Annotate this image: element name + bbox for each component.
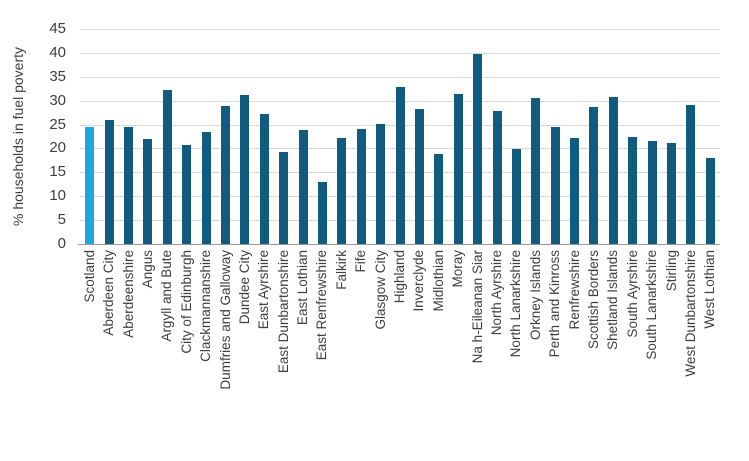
bar-stirling [667, 143, 676, 244]
bar-east-renfrewshire [317, 181, 327, 244]
bar-scotland [85, 127, 95, 244]
y-tick-label: 30 [49, 91, 66, 109]
x-tick-label-west-lothian: West Lothian [702, 250, 718, 329]
gridline [80, 52, 720, 54]
bar-na-h-eileanan-siar [473, 54, 483, 244]
bar-moray [453, 94, 463, 244]
x-tick-label-scottish-borders: Scottish Borders [585, 250, 601, 350]
x-tick-label-city-of-edinburgh: City of Edinburgh [178, 250, 194, 354]
x-tick-label-east-ayrshire: East Ayrshire [256, 250, 272, 330]
bar-clackmannanshire [201, 131, 211, 244]
bar-perth-and-kinross [550, 126, 560, 244]
bar-city-of-edinburgh [182, 145, 192, 244]
bar-fife [356, 129, 366, 244]
x-tick-label-renfrewshire: Renfrewshire [566, 250, 582, 330]
gridline [80, 29, 720, 30]
x-tick-label-scotland: Scotland [81, 250, 97, 303]
x-tick-label-fife: Fife [353, 250, 369, 273]
bar-dundee-city [240, 94, 250, 244]
y-tick-label: 25 [49, 115, 66, 133]
x-tick-label-moray: Moray [450, 250, 466, 288]
bar-inverclyde [414, 108, 424, 244]
bar-east-dunbartonshire [279, 152, 289, 244]
x-tick-label-south-lanarkshire: South Lanarkshire [644, 250, 660, 360]
x-tick-label-stirling: Stirling [663, 250, 679, 292]
bar-argyll-and-bute [162, 89, 172, 244]
y-tick-label: 5 [57, 211, 66, 229]
x-tick-label-perth-and-kinross: Perth and Kinross [547, 250, 563, 358]
x-tick-label-orkney-islands: Orkney Islands [527, 250, 543, 341]
bar-highland [395, 87, 405, 244]
bar-aberdeenshire [124, 126, 133, 244]
x-tick-label-glasgow-city: Glasgow City [372, 250, 388, 330]
bar-east-ayrshire [259, 114, 269, 244]
bar-north-ayrshire [492, 111, 502, 244]
bar-dumfries-and-galloway [221, 106, 230, 244]
bar-falkirk [337, 138, 347, 244]
bar-west-dunbartonshire [686, 105, 696, 244]
x-tick-label-na-h-eileanan-siar: Na h-Eileanan Siar [469, 250, 485, 364]
x-tick-label-shetland-islands: Shetland Islands [605, 250, 621, 350]
bar-north-lanarkshire [511, 148, 521, 244]
y-tick-label: 0 [57, 235, 66, 252]
x-tick-label-east-renfrewshire: East Renfrewshire [314, 250, 330, 361]
bar-shetland-islands [608, 96, 618, 244]
bar-scottish-borders [589, 107, 599, 244]
x-tick-label-east-dunbartonshire: East Dunbartonshire [275, 250, 291, 374]
y-tick-label: 40 [49, 43, 66, 61]
y-tick-label: 15 [49, 163, 66, 181]
x-axis-line [78, 244, 720, 245]
y-tick-label: 20 [49, 139, 66, 157]
bar-orkney-islands [531, 97, 541, 244]
y-tick-label: 35 [49, 67, 66, 85]
bar-angus [143, 138, 153, 244]
x-tick-label-inverclyde: Inverclyde [411, 250, 427, 312]
x-tick-label-aberdeenshire: Aberdeenshire [120, 250, 136, 338]
x-tick-label-falkirk: Falkirk [333, 250, 349, 290]
bar-south-ayrshire [628, 137, 638, 244]
x-tick-label-aberdeen-city: Aberdeen City [101, 250, 117, 336]
x-tick-label-west-dunbartonshire: West Dunbartonshire [682, 250, 698, 377]
bar-south-lanarkshire [647, 140, 657, 244]
gridline [80, 76, 720, 78]
bar-east-lothian [298, 129, 308, 244]
bar-glasgow-city [376, 124, 386, 244]
x-tick-label-east-lothian: East Lothian [295, 250, 310, 326]
x-tick-label-highland: Highland [392, 250, 407, 304]
x-tick-label-angus: Angus [139, 250, 155, 289]
x-tick-label-dundee-city: Dundee City [236, 250, 252, 325]
bar-aberdeen-city [104, 119, 114, 244]
bar-renfrewshire [570, 137, 579, 244]
x-tick-label-south-ayrshire: South Ayrshire [624, 250, 640, 338]
x-tick-label-north-lanarkshire: North Lanarkshire [508, 250, 524, 358]
bar-midlothian [434, 153, 444, 244]
x-tick-label-dumfries-and-galloway: Dumfries and Galloway [217, 250, 233, 390]
x-tick-label-midlothian: Midlothian [430, 250, 446, 312]
bar-west-lothian [705, 157, 715, 244]
x-tick-label-north-ayrshire: North Ayrshire [489, 250, 504, 336]
x-tick-label-argyll-and-bute: Argyll and Bute [159, 250, 175, 342]
y-tick-label: 10 [49, 187, 66, 205]
y-tick-label: 45 [49, 20, 66, 37]
x-tick-label-clackmannanshire: Clackmannanshire [198, 250, 214, 362]
